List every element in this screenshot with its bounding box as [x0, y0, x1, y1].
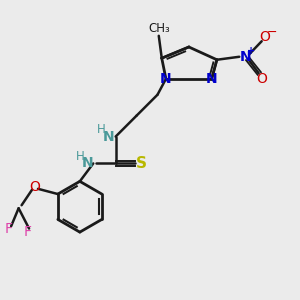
Text: +: + [247, 46, 255, 56]
Text: S: S [136, 156, 146, 171]
Text: N: N [239, 50, 251, 64]
Text: O: O [256, 72, 267, 86]
Text: H: H [76, 150, 85, 164]
Text: O: O [30, 180, 40, 194]
Text: −: − [267, 26, 278, 39]
Text: O: O [259, 30, 270, 44]
Text: F: F [24, 225, 32, 239]
Text: N: N [160, 72, 172, 86]
Text: CH₃: CH₃ [148, 22, 170, 35]
Text: N: N [82, 156, 93, 170]
Text: N: N [206, 72, 218, 86]
Text: H: H [97, 124, 106, 136]
Text: N: N [102, 130, 114, 144]
Text: F: F [4, 222, 12, 236]
